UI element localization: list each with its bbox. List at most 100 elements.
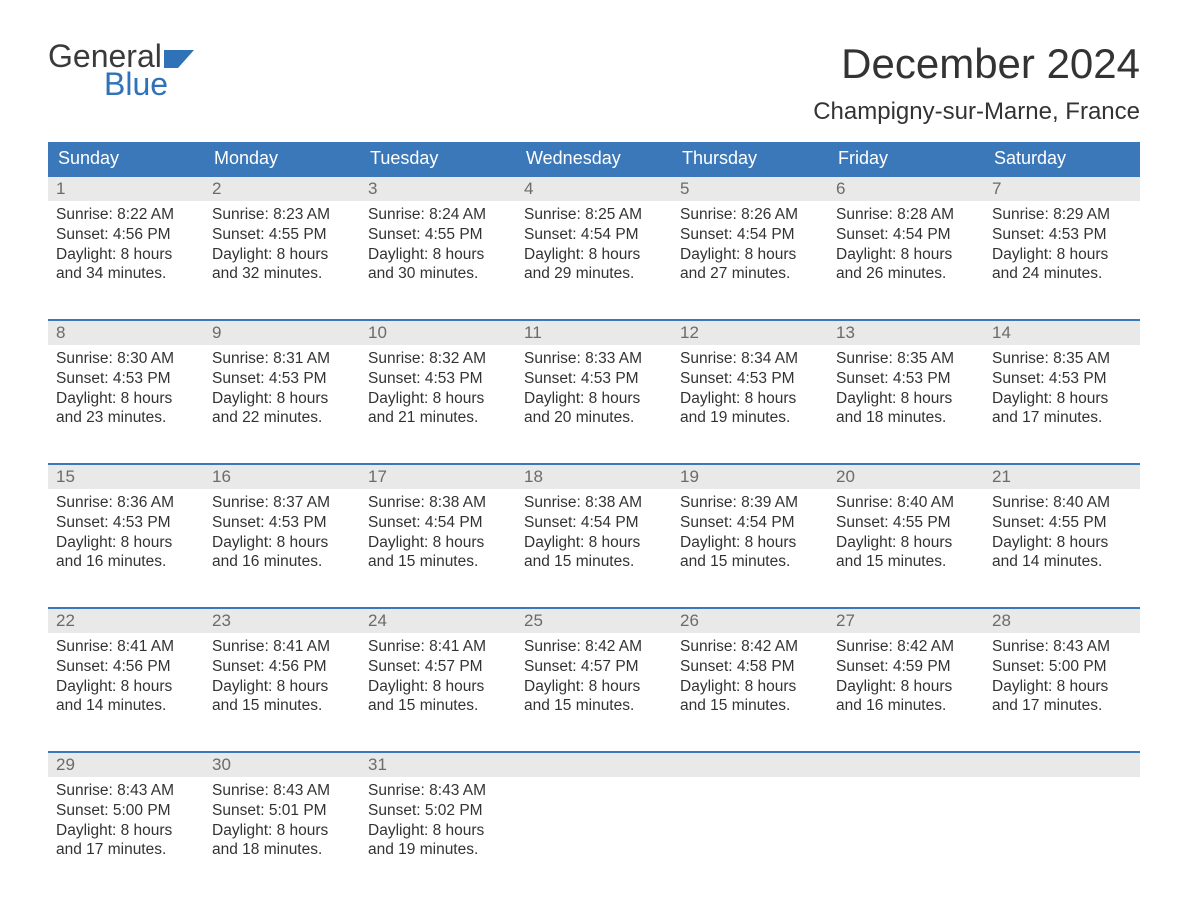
sunset-text: Sunset: 4:53 PM — [680, 369, 820, 389]
sunset-text: Sunset: 4:53 PM — [368, 369, 508, 389]
sunset-text: Sunset: 4:57 PM — [524, 657, 664, 677]
sunset-text: Sunset: 4:53 PM — [212, 513, 352, 533]
daylight-line2: and 27 minutes. — [680, 264, 820, 284]
day-body: Sunrise: 8:38 AMSunset: 4:54 PMDaylight:… — [516, 489, 672, 580]
col-monday: Monday — [204, 142, 360, 175]
day-number-row: 10 — [360, 321, 516, 345]
day-number: 4 — [524, 179, 533, 198]
sunrise-text: Sunrise: 8:22 AM — [56, 205, 196, 225]
day-number-row: 9 — [204, 321, 360, 345]
calendar: Sunday Monday Tuesday Wednesday Thursday… — [48, 142, 1140, 883]
day-body: Sunrise: 8:43 AMSunset: 5:00 PMDaylight:… — [984, 633, 1140, 724]
day-body: Sunrise: 8:43 AMSunset: 5:01 PMDaylight:… — [204, 777, 360, 868]
day-cell: 27Sunrise: 8:42 AMSunset: 4:59 PMDayligh… — [828, 609, 984, 739]
sunset-text: Sunset: 4:53 PM — [56, 369, 196, 389]
day-number: 1 — [56, 179, 65, 198]
day-cell: 18Sunrise: 8:38 AMSunset: 4:54 PMDayligh… — [516, 465, 672, 595]
sunset-text: Sunset: 4:56 PM — [56, 225, 196, 245]
daylight-line1: Daylight: 8 hours — [212, 677, 352, 697]
day-number-row: 28 — [984, 609, 1140, 633]
sunrise-text: Sunrise: 8:23 AM — [212, 205, 352, 225]
sunrise-text: Sunrise: 8:31 AM — [212, 349, 352, 369]
day-cell: 30 Sunrise: 8:43 AMSunset: 5:01 PMDayligh… — [204, 753, 360, 883]
day-number-row: 29 — [48, 753, 204, 777]
day-cell: 12Sunrise: 8:34 AMSunset: 4:53 PMDayligh… — [672, 321, 828, 451]
daylight-line1: Daylight: 8 hours — [368, 389, 508, 409]
sunset-text: Sunset: 4:53 PM — [524, 369, 664, 389]
day-cell: . — [984, 753, 1140, 883]
daylight-line2: and 16 minutes. — [56, 552, 196, 572]
sunrise-text: Sunrise: 8:42 AM — [680, 637, 820, 657]
sunset-text: Sunset: 4:57 PM — [368, 657, 508, 677]
day-cell: 1Sunrise: 8:22 AMSunset: 4:56 PMDaylight… — [48, 177, 204, 307]
daylight-line2: and 19 minutes. — [368, 840, 508, 860]
day-number: 28 — [992, 611, 1011, 630]
sunset-text: Sunset: 4:58 PM — [680, 657, 820, 677]
day-number: 3 — [368, 179, 377, 198]
day-cell: 5Sunrise: 8:26 AMSunset: 4:54 PMDaylight… — [672, 177, 828, 307]
sunrise-text: Sunrise: 8:35 AM — [992, 349, 1132, 369]
daylight-line1: Daylight: 8 hours — [524, 245, 664, 265]
daylight-line2: and 22 minutes. — [212, 408, 352, 428]
daylight-line2: and 21 minutes. — [368, 408, 508, 428]
daylight-line1: Daylight: 8 hours — [836, 389, 976, 409]
daylight-line2: and 23 minutes. — [56, 408, 196, 428]
daylight-line1: Daylight: 8 hours — [56, 821, 196, 841]
sunrise-text: Sunrise: 8:34 AM — [680, 349, 820, 369]
day-cell: 21Sunrise: 8:40 AMSunset: 4:55 PMDayligh… — [984, 465, 1140, 595]
day-body: Sunrise: 8:37 AMSunset: 4:53 PMDaylight:… — [204, 489, 360, 580]
day-number-row: 8 — [48, 321, 204, 345]
day-body: Sunrise: 8:43 AMSunset: 5:02 PMDaylight:… — [360, 777, 516, 868]
daylight-line2: and 15 minutes. — [680, 552, 820, 572]
daylight-line1: Daylight: 8 hours — [212, 821, 352, 841]
sunset-text: Sunset: 5:00 PM — [56, 801, 196, 821]
title-block: December 2024 Champigny-sur-Marne, Franc… — [813, 40, 1140, 126]
day-cell: 25Sunrise: 8:42 AMSunset: 4:57 PMDayligh… — [516, 609, 672, 739]
day-body: Sunrise: 8:42 AMSunset: 4:59 PMDaylight:… — [828, 633, 984, 724]
day-cell: 24Sunrise: 8:41 AMSunset: 4:57 PMDayligh… — [360, 609, 516, 739]
day-number-row: 5 — [672, 177, 828, 201]
sunrise-text: Sunrise: 8:38 AM — [524, 493, 664, 513]
daylight-line1: Daylight: 8 hours — [368, 533, 508, 553]
daylight-line2: and 29 minutes. — [524, 264, 664, 284]
day-cell: . — [672, 753, 828, 883]
day-body: Sunrise: 8:36 AMSunset: 4:53 PMDaylight:… — [48, 489, 204, 580]
day-cell: 11 Sunrise: 8:33 AMSunset: 4:53 PMDayligh… — [516, 321, 672, 451]
sunrise-text: Sunrise: 8:33 AM — [524, 349, 664, 369]
day-number: 15 — [56, 467, 75, 486]
day-number-row: 11 — [516, 321, 672, 345]
daylight-line1: Daylight: 8 hours — [836, 533, 976, 553]
col-friday: Friday — [828, 142, 984, 175]
day-number: 9 — [212, 323, 221, 342]
week-row: 1 Sunrise: 8:22 AMSunset: 4:56 PM Daylight… — [48, 175, 1140, 307]
col-thursday: Thursday — [672, 142, 828, 175]
daylight-line2: and 15 minutes. — [524, 696, 664, 716]
daylight-line2: and 20 minutes. — [524, 408, 664, 428]
day-cell: 31Sunrise: 8:43 AMSunset: 5:02 PMDayligh… — [360, 753, 516, 883]
day-number-row: 2 — [204, 177, 360, 201]
day-number-row: 22 — [48, 609, 204, 633]
daylight-line1: Daylight: 8 hours — [524, 389, 664, 409]
daylight-line1: Daylight: 8 hours — [56, 533, 196, 553]
day-body: Sunrise: 8:42 AMSunset: 4:58 PMDaylight:… — [672, 633, 828, 724]
day-number: 10 — [368, 323, 387, 342]
daylight-line1: Daylight: 8 hours — [56, 677, 196, 697]
day-cell: 26Sunrise: 8:42 AMSunset: 4:58 PMDayligh… — [672, 609, 828, 739]
day-body: Sunrise: 8:35 AMSunset: 4:53 PMDaylight:… — [828, 345, 984, 436]
day-body: Sunrise: 8:32 AMSunset: 4:53 PMDaylight:… — [360, 345, 516, 436]
sunset-text: Sunset: 5:02 PM — [368, 801, 508, 821]
day-number: 30 — [212, 755, 231, 774]
day-number: 8 — [56, 323, 65, 342]
sunset-text: Sunset: 4:55 PM — [368, 225, 508, 245]
day-number: 29 — [56, 755, 75, 774]
day-number: 19 — [680, 467, 699, 486]
day-number-row: 12 — [672, 321, 828, 345]
day-number: 13 — [836, 323, 855, 342]
day-number-row: 13 — [828, 321, 984, 345]
day-number-row: . — [672, 753, 828, 777]
day-number-row: 14 — [984, 321, 1140, 345]
day-cell: 4Sunrise: 8:25 AMSunset: 4:54 PMDaylight… — [516, 177, 672, 307]
sunset-text: Sunset: 4:53 PM — [992, 369, 1132, 389]
day-body: Sunrise: 8:35 AMSunset: 4:53 PMDaylight:… — [984, 345, 1140, 436]
day-cell: 19Sunrise: 8:39 AMSunset: 4:54 PMDayligh… — [672, 465, 828, 595]
